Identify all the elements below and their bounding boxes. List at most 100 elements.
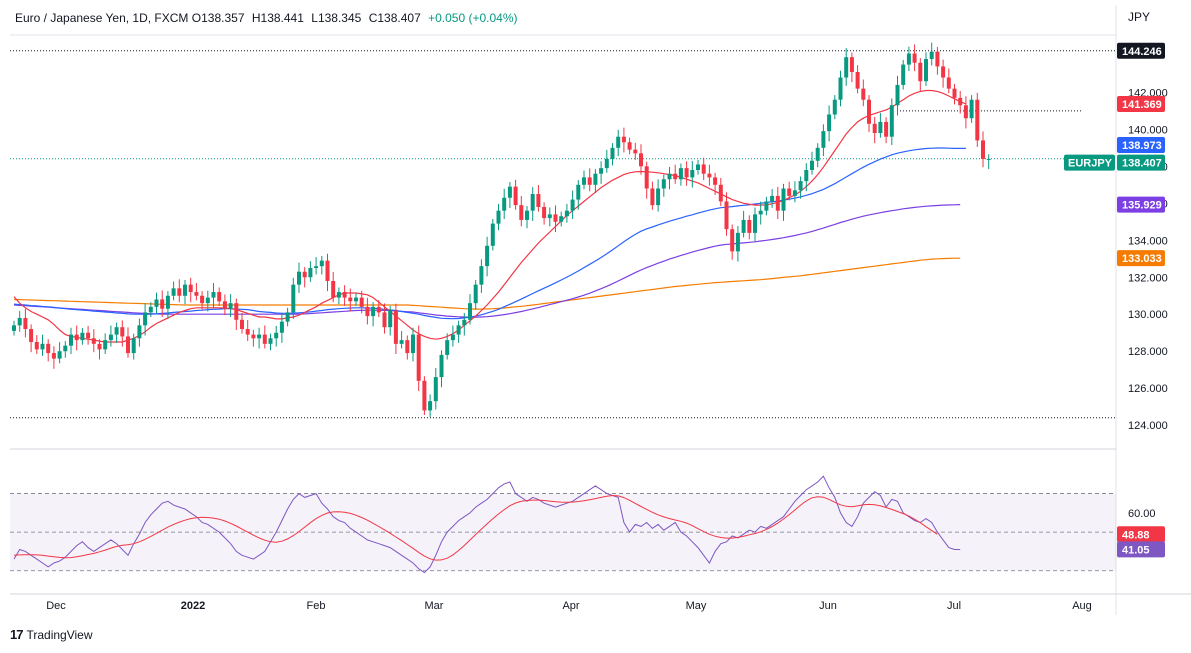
candle-body: [211, 292, 216, 298]
candle-body: [701, 164, 706, 174]
candle-body: [878, 121, 883, 134]
price-tick-label: 126.000: [1128, 383, 1168, 395]
candle-body: [69, 334, 73, 346]
candle-body: [103, 340, 108, 350]
candle-body: [331, 280, 336, 298]
candle-body: [428, 401, 433, 411]
candle-body: [217, 292, 222, 302]
candle-body: [861, 88, 866, 100]
time-tick-label: Jul: [947, 600, 961, 612]
open-label: O: [191, 11, 202, 25]
candle-body: [519, 205, 524, 220]
candle-body: [479, 266, 484, 285]
candle-body: [57, 351, 62, 359]
candle-body: [924, 59, 928, 82]
candle-body: [376, 306, 381, 313]
price-label: 133.033: [1122, 253, 1162, 265]
candle-body: [507, 186, 512, 198]
candle-body: [194, 292, 199, 296]
time-tick-label: Aug: [1072, 600, 1092, 612]
candle-body: [690, 170, 695, 178]
candle-body: [667, 173, 672, 180]
candle-body: [285, 312, 290, 322]
brand-footer[interactable]: 17 TradingView: [10, 627, 93, 642]
candle-body: [399, 340, 404, 344]
candle-body: [610, 147, 615, 159]
price-tick-label: 124.000: [1128, 420, 1168, 432]
price-axis: 124.000 126.000 128.000 130.000 132.000 134.0…: [1128, 87, 1168, 520]
time-tick-label: Apr: [562, 600, 579, 612]
candle-body: [319, 260, 324, 267]
candle-body: [713, 177, 718, 185]
rsi-label-bg: [1117, 526, 1165, 543]
grid: [10, 50, 1116, 419]
candle-body: [279, 321, 284, 333]
candle-body: [325, 260, 330, 281]
candle-body: [804, 170, 809, 182]
candle-body: [257, 334, 262, 339]
price-label: 138.973: [1122, 140, 1162, 152]
candle-body: [952, 88, 957, 98]
candle-body: [775, 195, 780, 211]
candle-body: [707, 173, 712, 178]
candle-body: [958, 97, 963, 106]
candle-body: [348, 297, 353, 302]
candle-body: [485, 245, 490, 267]
candle-body: [810, 160, 814, 170]
candle-body: [832, 99, 837, 115]
candle-body: [336, 292, 341, 298]
candle-body: [621, 136, 626, 143]
candle-body: [354, 297, 358, 302]
candle-body: [148, 306, 153, 313]
candle-body: [80, 332, 85, 341]
candle-body: [405, 340, 410, 354]
candle-body: [382, 312, 387, 328]
candle-body: [234, 303, 239, 320]
candle-body: [416, 334, 421, 381]
candle-body: [143, 312, 148, 326]
candle-body: [844, 57, 849, 78]
candle-body: [730, 229, 735, 252]
candle-body: [274, 332, 279, 339]
frame: [10, 5, 1191, 615]
price-tick-label: 130.000: [1128, 309, 1168, 321]
candle-body: [473, 284, 478, 304]
low-value: 138.345: [317, 11, 362, 25]
candle-body: [86, 332, 91, 339]
candle-body: [365, 306, 370, 317]
candle-body: [422, 380, 427, 411]
symbol-legend: Euro / Japanese Yen, 1D, FXCM O138.357 H…: [15, 11, 518, 25]
candle-body: [781, 188, 786, 211]
price-tick-label: 132.000: [1128, 272, 1168, 284]
price-label-bg: [1117, 95, 1165, 112]
candle-body: [627, 142, 632, 150]
time-tick-label: Jun: [819, 600, 837, 612]
candle-body: [308, 268, 313, 278]
candle-body: [650, 188, 655, 206]
candle-body: [616, 136, 621, 148]
candle-body: [371, 306, 376, 317]
sma-long-line: [13, 257, 961, 310]
candle-body: [228, 303, 233, 309]
candle-body: [502, 197, 507, 211]
candle-body: [171, 288, 176, 296]
price-label: 135.929: [1122, 200, 1162, 212]
time-tick-label: Feb: [307, 600, 326, 612]
candle-body: [496, 210, 501, 224]
candle-body: [678, 168, 683, 180]
candle-body: [126, 336, 130, 354]
candle-body: [462, 319, 467, 326]
candle-body: [34, 341, 39, 350]
candle-body: [895, 84, 900, 106]
candle-body: [587, 177, 592, 185]
candle-body: [741, 219, 746, 233]
candle-body: [17, 317, 22, 326]
candle-body: [758, 210, 763, 215]
candle-body: [753, 214, 757, 233]
candle-body: [884, 121, 889, 137]
candle-body: [718, 184, 723, 202]
candle-body: [547, 214, 552, 219]
candle-body: [975, 99, 980, 141]
candle-body: [644, 166, 649, 189]
